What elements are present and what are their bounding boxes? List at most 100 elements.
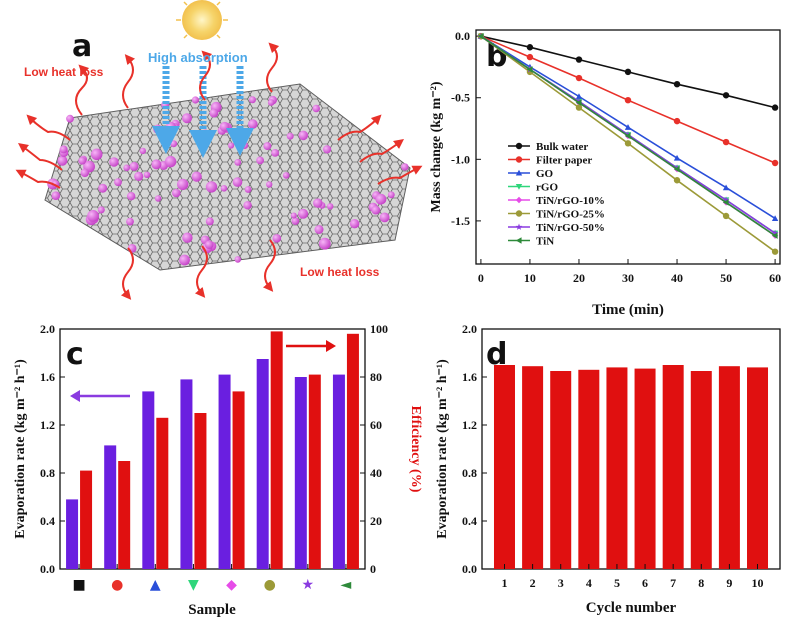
panel-c-bar-evaporation-rate bbox=[104, 445, 117, 569]
panel-b-legend-label: Filter paper bbox=[536, 155, 592, 167]
panel-b-data-point bbox=[722, 196, 730, 203]
tin-particle bbox=[172, 188, 181, 198]
tin-particle bbox=[80, 168, 90, 178]
panel-c-sample-symbol: ★ bbox=[302, 577, 315, 593]
panel-d-bar bbox=[578, 369, 600, 569]
panel-b-data-point bbox=[526, 44, 534, 51]
panel-c-y2-tick-label: 20 bbox=[370, 514, 382, 528]
tin-particle bbox=[123, 164, 130, 172]
panel-d-x-tick-label: 10 bbox=[752, 576, 764, 590]
panel-d-bar bbox=[747, 367, 769, 569]
panel-b-data-point bbox=[722, 212, 730, 220]
panel-d-x-tick-label: 9 bbox=[726, 576, 732, 590]
panel-c-x-axis-label: Sample bbox=[188, 602, 236, 618]
panel-d-bar bbox=[550, 371, 572, 569]
panel-c-sample-symbol: ■ bbox=[72, 577, 85, 593]
tin-particle bbox=[286, 132, 294, 140]
tin-particle bbox=[205, 217, 214, 226]
panel-b-data-point bbox=[771, 159, 779, 167]
panel-c-y-tick-label: 1.6 bbox=[40, 370, 55, 384]
tin-particle bbox=[170, 140, 178, 148]
tin-particle bbox=[114, 178, 122, 187]
tin-particle bbox=[272, 234, 282, 243]
panel-d-y-tick-label: 0.8 bbox=[462, 466, 477, 480]
panel-b-data-point bbox=[673, 154, 681, 161]
panel-c-bar-efficiency bbox=[80, 470, 93, 569]
panel-d-y-tick-label: 2.0 bbox=[462, 322, 477, 336]
panel-c-right-axis-arrowhead bbox=[326, 340, 336, 352]
panel-b-data-point bbox=[673, 117, 681, 125]
tin-particle bbox=[98, 183, 108, 193]
panel-b-y-tick-label: -1.0 bbox=[451, 152, 470, 166]
panel-b-data-point bbox=[624, 124, 632, 130]
tin-particle bbox=[232, 177, 243, 187]
panel-d-bar bbox=[662, 365, 684, 569]
panel-c-bar-efficiency bbox=[156, 417, 169, 569]
tin-particle bbox=[318, 237, 331, 250]
tin-particle bbox=[97, 206, 105, 214]
tin-particle bbox=[248, 119, 258, 129]
panel-b-y-axis-label: Mass change (kg m⁻²) bbox=[429, 81, 444, 212]
panel-b-data-point bbox=[673, 80, 681, 88]
panel-b-data-point bbox=[624, 140, 632, 147]
tin-particle bbox=[327, 203, 334, 210]
panel-d-chart: d 0.0 0.4 0.8 1.2 1.6 2.0 1 2 3 4 5 6 7 8 9 10 Cycle n… bbox=[435, 322, 781, 616]
panel-c-sample-symbol: ● bbox=[264, 577, 276, 593]
panel-b-x-tick-label: 10 bbox=[524, 271, 536, 285]
tin-particle bbox=[291, 217, 300, 225]
tin-particle bbox=[234, 256, 242, 263]
tin-particle bbox=[126, 217, 134, 226]
panel-b-x-tick-label: 0 bbox=[478, 271, 484, 285]
tin-particle bbox=[298, 130, 309, 141]
panel-b-legend-label: TiN bbox=[536, 236, 554, 248]
panel-label-b: b bbox=[486, 39, 507, 74]
panel-b-data-point bbox=[771, 215, 779, 221]
tin-particle bbox=[139, 147, 146, 155]
tin-particle bbox=[205, 181, 218, 193]
panel-b-y-tick-label: -0.5 bbox=[451, 91, 470, 105]
panel-c-bar-efficiency bbox=[346, 333, 359, 569]
panel-c-sample-symbol: ▲ bbox=[150, 577, 161, 593]
tin-particle bbox=[298, 208, 309, 219]
panel-d-bar bbox=[718, 366, 740, 569]
panel-b-x-ticks: 0 10 20 30 40 50 60 bbox=[478, 259, 781, 285]
panel-d-x-tick-label: 6 bbox=[642, 576, 648, 590]
panel-d-y-tick-label: 1.6 bbox=[462, 370, 477, 384]
panel-d-x-tick-label: 8 bbox=[698, 576, 704, 590]
tin-particle bbox=[379, 212, 390, 223]
tin-particle bbox=[109, 157, 119, 167]
tin-particle bbox=[182, 113, 192, 124]
sun-rays bbox=[176, 1, 228, 39]
panel-b-legend-marker bbox=[515, 156, 523, 163]
panel-b-data-point bbox=[624, 132, 631, 140]
panel-b-x-tick-label: 40 bbox=[671, 271, 683, 285]
panel-b-data-point bbox=[575, 104, 583, 111]
panel-c-left-y-ticks: 0.0 0.4 0.8 1.2 1.6 2.0 bbox=[40, 322, 65, 576]
panel-b-x-tick-label: 20 bbox=[573, 271, 585, 285]
tin-particle bbox=[51, 191, 61, 200]
panel-c-bar-evaporation-rate bbox=[180, 379, 193, 569]
panel-b-legend-marker bbox=[515, 223, 523, 230]
panel-b-data-point bbox=[624, 68, 632, 76]
tin-particle bbox=[249, 96, 256, 104]
panel-b-data-point bbox=[722, 138, 730, 146]
panel-b-data-point bbox=[722, 92, 730, 99]
panel-b-legend-marker bbox=[515, 210, 523, 217]
panel-c-bar-efficiency bbox=[232, 391, 245, 569]
panel-b-data-point bbox=[575, 56, 583, 63]
tin-particle bbox=[127, 192, 136, 201]
panel-b-legend-marker bbox=[515, 169, 523, 176]
panel-d-y-axis-label: Evaporation rate (kg m⁻² h⁻¹) bbox=[435, 359, 450, 539]
tin-particle bbox=[66, 114, 74, 123]
panel-b-data-point bbox=[673, 165, 680, 173]
panel-d-bar bbox=[522, 366, 544, 569]
panel-d-bar bbox=[606, 367, 628, 569]
tin-particle bbox=[271, 149, 279, 157]
panel-b-y-tick-label: 0.0 bbox=[455, 29, 470, 43]
panel-c-bar-efficiency bbox=[308, 374, 321, 569]
panel-b-data-point bbox=[575, 99, 582, 106]
panel-c-y2-tick-label: 80 bbox=[370, 370, 382, 384]
panel-c-bars bbox=[66, 331, 359, 569]
tin-particle bbox=[375, 193, 387, 205]
